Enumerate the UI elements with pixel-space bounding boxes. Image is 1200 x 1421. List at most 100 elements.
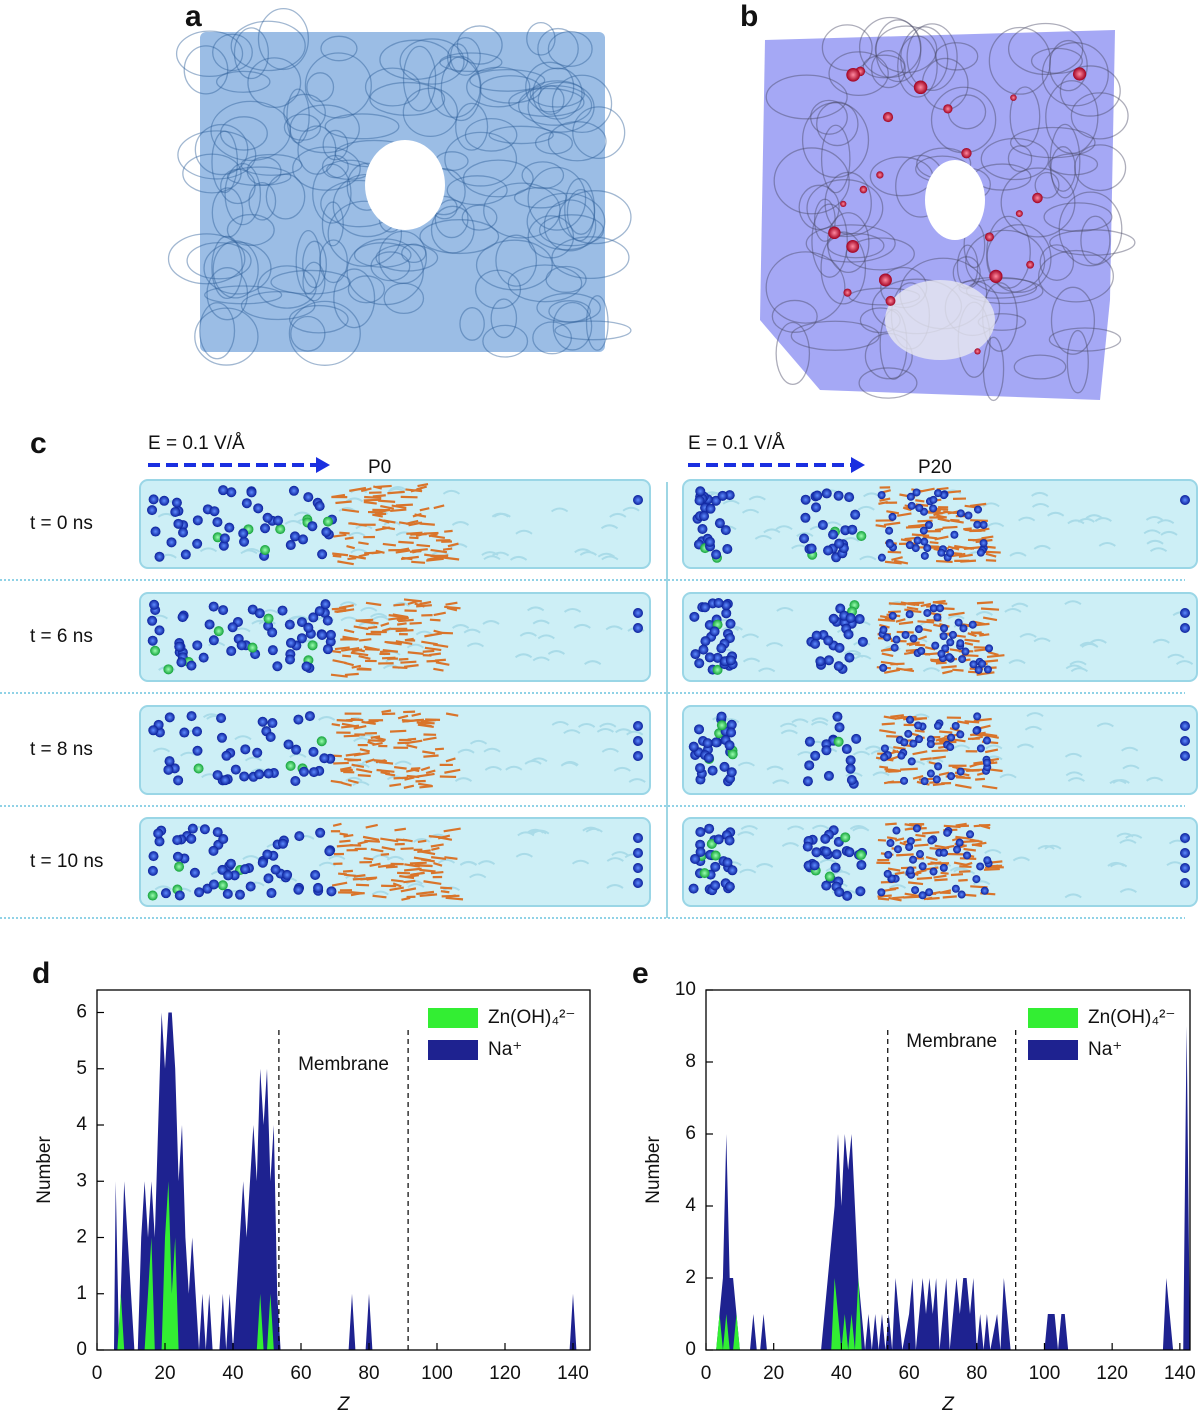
texture [1049, 123, 1081, 199]
ion [906, 837, 915, 846]
membrane-chain [380, 504, 395, 510]
ion [940, 624, 949, 633]
membrane-chain [338, 604, 354, 609]
water-texture [1008, 659, 1026, 665]
texture [1009, 126, 1096, 159]
membrane-chain [430, 843, 444, 848]
ion [913, 536, 922, 545]
x-tick-label: 140 [557, 1363, 589, 1384]
water-texture [748, 495, 766, 501]
membrane-chain [382, 542, 397, 547]
texture [439, 52, 503, 73]
texture [534, 131, 574, 155]
membrane-chain [351, 648, 363, 653]
water-texture [519, 631, 537, 637]
texture [1048, 39, 1088, 92]
water-texture [1064, 600, 1082, 606]
ion [906, 715, 915, 724]
membrane-chain [444, 768, 461, 774]
water-texture [537, 634, 555, 640]
ion [964, 511, 973, 520]
texture [211, 235, 243, 300]
texture [347, 275, 386, 304]
ion [220, 775, 231, 786]
membrane-chain [334, 646, 350, 651]
texture [474, 269, 522, 310]
texture [215, 70, 271, 93]
membrane-chain [963, 847, 976, 852]
ion [909, 634, 918, 643]
ion [934, 489, 943, 498]
membrane-chain [898, 621, 914, 625]
ion [879, 625, 888, 634]
membrane-chain [950, 518, 960, 522]
texture [455, 102, 489, 151]
texture [934, 42, 979, 71]
water-texture [1026, 712, 1044, 717]
membrane-chain [958, 870, 971, 873]
water-texture [1064, 893, 1082, 899]
ion [1015, 210, 1023, 218]
water-texture [584, 660, 602, 666]
water-texture [1044, 844, 1062, 850]
ion [260, 545, 271, 556]
ion [177, 612, 188, 623]
texture [320, 35, 358, 62]
water-texture [845, 772, 863, 777]
membrane-chain [985, 559, 997, 562]
ion [194, 887, 205, 898]
membrane-chain [441, 556, 460, 561]
texture [444, 131, 518, 187]
ion [709, 626, 720, 637]
legend-swatch [1028, 1008, 1078, 1028]
ion [222, 888, 233, 899]
membrane-chain [419, 893, 438, 898]
membrane-chain [877, 894, 892, 898]
ion [230, 764, 241, 775]
membrane-chain [938, 771, 950, 776]
membrane-chain [976, 601, 993, 605]
texture [826, 212, 870, 274]
texture [427, 56, 481, 118]
water-texture [987, 522, 1005, 528]
ion [296, 633, 307, 644]
membrane-chain [342, 869, 353, 873]
membrane-chain [365, 601, 382, 607]
panel-label: e [632, 957, 649, 990]
plot-frame [96, 989, 591, 1351]
texture [203, 241, 272, 295]
water-texture [605, 625, 623, 631]
water-texture [532, 619, 550, 625]
ion [721, 608, 732, 619]
membrane-chain [419, 868, 436, 873]
membrane-chain [396, 622, 407, 626]
ion [721, 600, 732, 611]
membrane-chain [443, 827, 461, 833]
water-texture [852, 826, 870, 832]
legend-label: Zn(OH)₄²⁻ [488, 1007, 575, 1028]
ion [303, 492, 314, 503]
membrane-chain [378, 761, 394, 765]
ion [892, 826, 901, 835]
membrane-chain [987, 650, 999, 656]
ion [933, 613, 942, 622]
membrane-chain [431, 856, 447, 861]
membrane-chain [391, 878, 404, 883]
membrane-chain [907, 601, 925, 605]
membrane-chain [914, 729, 925, 733]
water-texture [775, 525, 793, 531]
membrane-chain [880, 660, 899, 666]
membrane-chain [973, 823, 991, 828]
texture [1045, 80, 1099, 154]
texture [220, 168, 256, 205]
ion [154, 625, 165, 636]
ion [936, 604, 945, 613]
membrane-chain [894, 871, 905, 876]
membrane-chain [883, 715, 897, 720]
water-texture [1065, 771, 1083, 777]
ion [828, 529, 839, 540]
membrane-chain [395, 503, 413, 507]
water-texture [1146, 539, 1164, 545]
membrane-chain [404, 776, 415, 781]
membrane-chain [331, 607, 347, 611]
